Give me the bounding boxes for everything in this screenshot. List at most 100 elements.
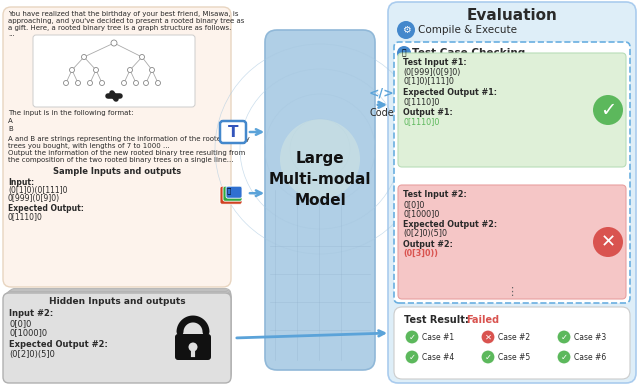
FancyBboxPatch shape [33,35,195,107]
Text: ✓: ✓ [408,333,415,341]
Circle shape [111,40,117,46]
Circle shape [63,80,68,85]
Text: Case #2: Case #2 [498,333,530,341]
FancyBboxPatch shape [3,293,231,383]
FancyBboxPatch shape [226,186,242,198]
Text: Code: Code [369,108,394,118]
FancyBboxPatch shape [7,290,231,380]
Text: ⚙: ⚙ [402,25,410,35]
Text: 🖥: 🖥 [402,49,406,57]
Text: Test Result:: Test Result: [404,315,469,325]
Text: ✓: ✓ [561,333,568,341]
Text: Failed: Failed [466,315,499,325]
Circle shape [88,80,93,85]
Text: approaching, and you've decided to present a rooted binary tree as: approaching, and you've decided to prese… [8,18,244,24]
Circle shape [156,80,161,85]
Circle shape [134,80,138,85]
FancyBboxPatch shape [394,42,630,303]
Text: Expected Output #2:: Expected Output #2: [403,220,497,229]
Text: T: T [228,124,238,139]
Text: ✓: ✓ [408,353,415,362]
Text: the composition of the two rooted binary trees on a single line...: the composition of the two rooted binary… [8,157,234,163]
Text: B: B [8,126,13,132]
Circle shape [405,350,419,364]
FancyBboxPatch shape [398,53,626,167]
Text: Expected Output #2:: Expected Output #2: [9,340,108,349]
FancyBboxPatch shape [223,186,242,201]
Text: a gift. Here, a rooted binary tree is a graph structure as follows.: a gift. Here, a rooted binary tree is a … [8,25,232,31]
Circle shape [140,55,145,60]
FancyBboxPatch shape [394,307,630,379]
Text: Input #2:: Input #2: [9,309,53,318]
Text: (0[3]0)): (0[3]0)) [403,249,438,258]
Text: ✕: ✕ [600,233,616,251]
FancyBboxPatch shape [398,185,626,299]
Text: ✓: ✓ [600,100,616,119]
Text: Case #6: Case #6 [574,353,606,362]
Text: Expected Output:: Expected Output: [8,204,84,213]
Text: A: A [8,118,13,124]
FancyBboxPatch shape [3,7,231,287]
FancyBboxPatch shape [5,291,231,382]
FancyBboxPatch shape [265,30,375,370]
Circle shape [122,80,127,85]
FancyBboxPatch shape [9,288,231,378]
Text: Case #1: Case #1 [422,333,454,341]
Text: Compile & Execute: Compile & Execute [418,25,517,35]
Text: Output the information of the new rooted binary tree resulting from: Output the information of the new rooted… [8,150,245,156]
Text: (0[999](0[9]0): (0[999](0[9]0) [403,68,460,77]
Text: Test Input #2:: Test Input #2: [403,190,467,199]
Text: Input:: Input: [8,178,34,187]
Text: Case #4: Case #4 [422,353,454,362]
Text: 0[1]0)[111]0: 0[1]0)[111]0 [403,77,454,86]
Text: ⋮: ⋮ [506,287,518,297]
Text: 🏔: 🏔 [227,187,231,194]
Text: 0[1110]0: 0[1110]0 [403,117,440,126]
FancyBboxPatch shape [175,334,211,360]
Text: (0[2]0)(5]0: (0[2]0)(5]0 [9,350,55,359]
Text: Output #2:: Output #2: [403,240,453,249]
Text: ✓: ✓ [484,353,492,362]
Text: 0[999](0[9]0): 0[999](0[9]0) [8,194,60,203]
Text: Case #5: Case #5 [498,353,531,362]
Circle shape [93,67,99,72]
Text: (0[1]0)(0[111]0: (0[1]0)(0[111]0 [8,186,67,195]
Circle shape [397,46,411,60]
Text: A and B are strings representing the information of the rooted binary: A and B are strings representing the inf… [8,136,250,142]
Text: Test Input #1:: Test Input #1: [403,58,467,67]
Circle shape [557,350,571,364]
Text: 0[1000]0: 0[1000]0 [403,209,440,218]
Circle shape [557,330,571,344]
Circle shape [280,119,360,199]
Text: Evaluation: Evaluation [467,8,557,23]
Circle shape [81,55,86,60]
Text: Output #1:: Output #1: [403,108,452,117]
Text: Hidden Inputs and outputs: Hidden Inputs and outputs [49,297,186,306]
Text: 0[1110]0: 0[1110]0 [403,97,440,106]
Circle shape [593,227,623,257]
Text: 0[0]0: 0[0]0 [9,319,31,328]
FancyBboxPatch shape [220,121,246,143]
Text: Sample Inputs and outputs: Sample Inputs and outputs [53,167,181,176]
Circle shape [127,67,132,72]
Text: trees you bought, with lengths of 7 to 1000 ...: trees you bought, with lengths of 7 to 1… [8,143,170,149]
Text: Test Case Checking: Test Case Checking [412,48,525,58]
Circle shape [397,21,415,39]
Circle shape [481,330,495,344]
Text: ✓: ✓ [561,353,568,362]
FancyBboxPatch shape [220,186,242,204]
Circle shape [405,330,419,344]
Text: Large
Multi-modal
Model: Large Multi-modal Model [269,151,371,208]
Text: 0[1000]0: 0[1000]0 [9,328,47,337]
Text: 0[1110]0: 0[1110]0 [8,212,43,221]
Circle shape [70,67,74,72]
Text: The input is in the following format:: The input is in the following format: [8,110,134,116]
Circle shape [76,80,81,85]
Circle shape [150,67,154,72]
Circle shape [189,343,198,352]
Circle shape [481,350,495,364]
Text: You have realized that the birthday of your best friend, Misawa, is: You have realized that the birthday of y… [8,11,239,17]
FancyBboxPatch shape [388,2,636,383]
Circle shape [593,95,623,125]
Text: Case #3: Case #3 [574,333,606,341]
